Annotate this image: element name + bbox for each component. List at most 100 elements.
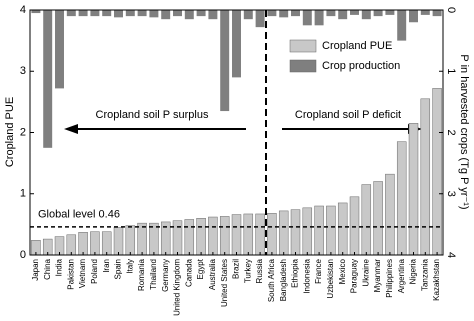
bar (338, 10, 348, 20)
bar (78, 232, 88, 256)
y-tick-label: 2 (20, 126, 26, 138)
bar (255, 213, 265, 256)
bar (290, 209, 301, 256)
y-tick-label: 0 (20, 249, 26, 261)
x-tick-label: Uzbekistan (326, 259, 335, 299)
x-tick-label: Bangladesh (279, 259, 288, 301)
bar (408, 123, 419, 256)
y2-axis-label: P in harvested crops (Tg P yr⁻¹) (458, 54, 470, 209)
bar (232, 10, 241, 78)
x-tick-label: Japan (31, 259, 40, 281)
legend-label: Cropland PUE (322, 40, 392, 52)
x-tick-label: Brazil (232, 259, 241, 279)
bar (149, 10, 159, 18)
bar (55, 10, 64, 89)
bar (78, 10, 88, 17)
x-tick-label: Kazakhstan (432, 259, 441, 301)
bar (137, 222, 147, 256)
bar (161, 10, 171, 20)
x-tick-label: Italy (125, 259, 134, 274)
x-tick-label: South Africa (267, 258, 276, 302)
bar (314, 205, 324, 256)
bar (90, 231, 100, 256)
arrowhead (64, 124, 78, 134)
bar (302, 10, 312, 26)
bar (184, 10, 194, 20)
bar (337, 202, 348, 256)
x-tick-label: Mexico (338, 258, 347, 284)
x-tick-label: Argentina (397, 258, 406, 293)
bar (349, 196, 360, 256)
x-tick-label: Australia (208, 258, 217, 290)
x-tick-label: Spain (114, 259, 123, 279)
bar (278, 210, 289, 256)
y-tick-label: 4 (20, 4, 26, 16)
x-tick-label: Ukraine (361, 258, 370, 286)
bar (90, 10, 100, 17)
bar (420, 10, 430, 15)
bar (432, 88, 442, 256)
x-tick-label: Pakistan (66, 259, 75, 290)
bar (220, 10, 230, 112)
bar (172, 220, 183, 256)
bar (43, 10, 53, 148)
bar (66, 10, 76, 17)
annotation: Cropland soil P surplus (96, 109, 209, 121)
x-tick-label: China (43, 258, 52, 279)
bar (102, 10, 112, 17)
x-tick-label: Egypt (196, 258, 205, 279)
bar (350, 10, 359, 15)
arrows (64, 124, 422, 134)
bar (279, 10, 289, 18)
legend-swatch (289, 59, 317, 73)
bar (243, 10, 253, 20)
bar (31, 10, 41, 14)
y2-tick-label: 2 (445, 129, 457, 135)
legend-swatch (289, 39, 317, 53)
y-tick-label: 3 (20, 65, 26, 77)
y2-tick-label: 4 (445, 252, 457, 258)
annotation: Cropland soil P deficit (295, 109, 401, 121)
bar (396, 141, 407, 256)
y-axis-label: Cropland PUE (4, 97, 16, 167)
y2-tick-label: 3 (445, 191, 457, 197)
bar (173, 10, 182, 17)
x-tick-label: Turkey (243, 259, 252, 283)
x-tick-label: United States (220, 259, 229, 307)
bar (385, 10, 395, 15)
x-tick-label: Poland (90, 259, 99, 284)
bar (66, 234, 77, 256)
x-tick-label: India (55, 258, 64, 276)
bar (196, 10, 206, 17)
bar (326, 205, 336, 256)
x-tick-label: Philippines (385, 259, 394, 298)
x-tick-label: Russia (255, 258, 264, 283)
bar (373, 181, 383, 256)
bar (361, 184, 372, 256)
y2-tick-label: 0 (445, 7, 457, 13)
x-tick-label: Ethiopia (291, 258, 300, 287)
bar (409, 10, 418, 23)
bar (114, 10, 123, 18)
bar (314, 10, 324, 26)
x-tick-label: Romania (137, 258, 146, 291)
bar (113, 227, 124, 256)
bar (208, 216, 218, 256)
bar (196, 218, 206, 256)
legend-label: Crop production (322, 60, 400, 72)
x-tick-label: Paraguay (350, 259, 359, 293)
bar (397, 10, 407, 41)
bar (326, 10, 336, 17)
x-tick-label: Indonesia (302, 258, 311, 293)
bar (149, 222, 159, 256)
bar (219, 216, 230, 256)
bar (231, 214, 242, 256)
bar (420, 98, 431, 256)
bar (125, 10, 135, 17)
bar (255, 10, 265, 28)
bar (101, 231, 112, 256)
bar (267, 213, 277, 256)
x-tick-label: Myanmar (373, 259, 382, 293)
bar (184, 219, 195, 256)
